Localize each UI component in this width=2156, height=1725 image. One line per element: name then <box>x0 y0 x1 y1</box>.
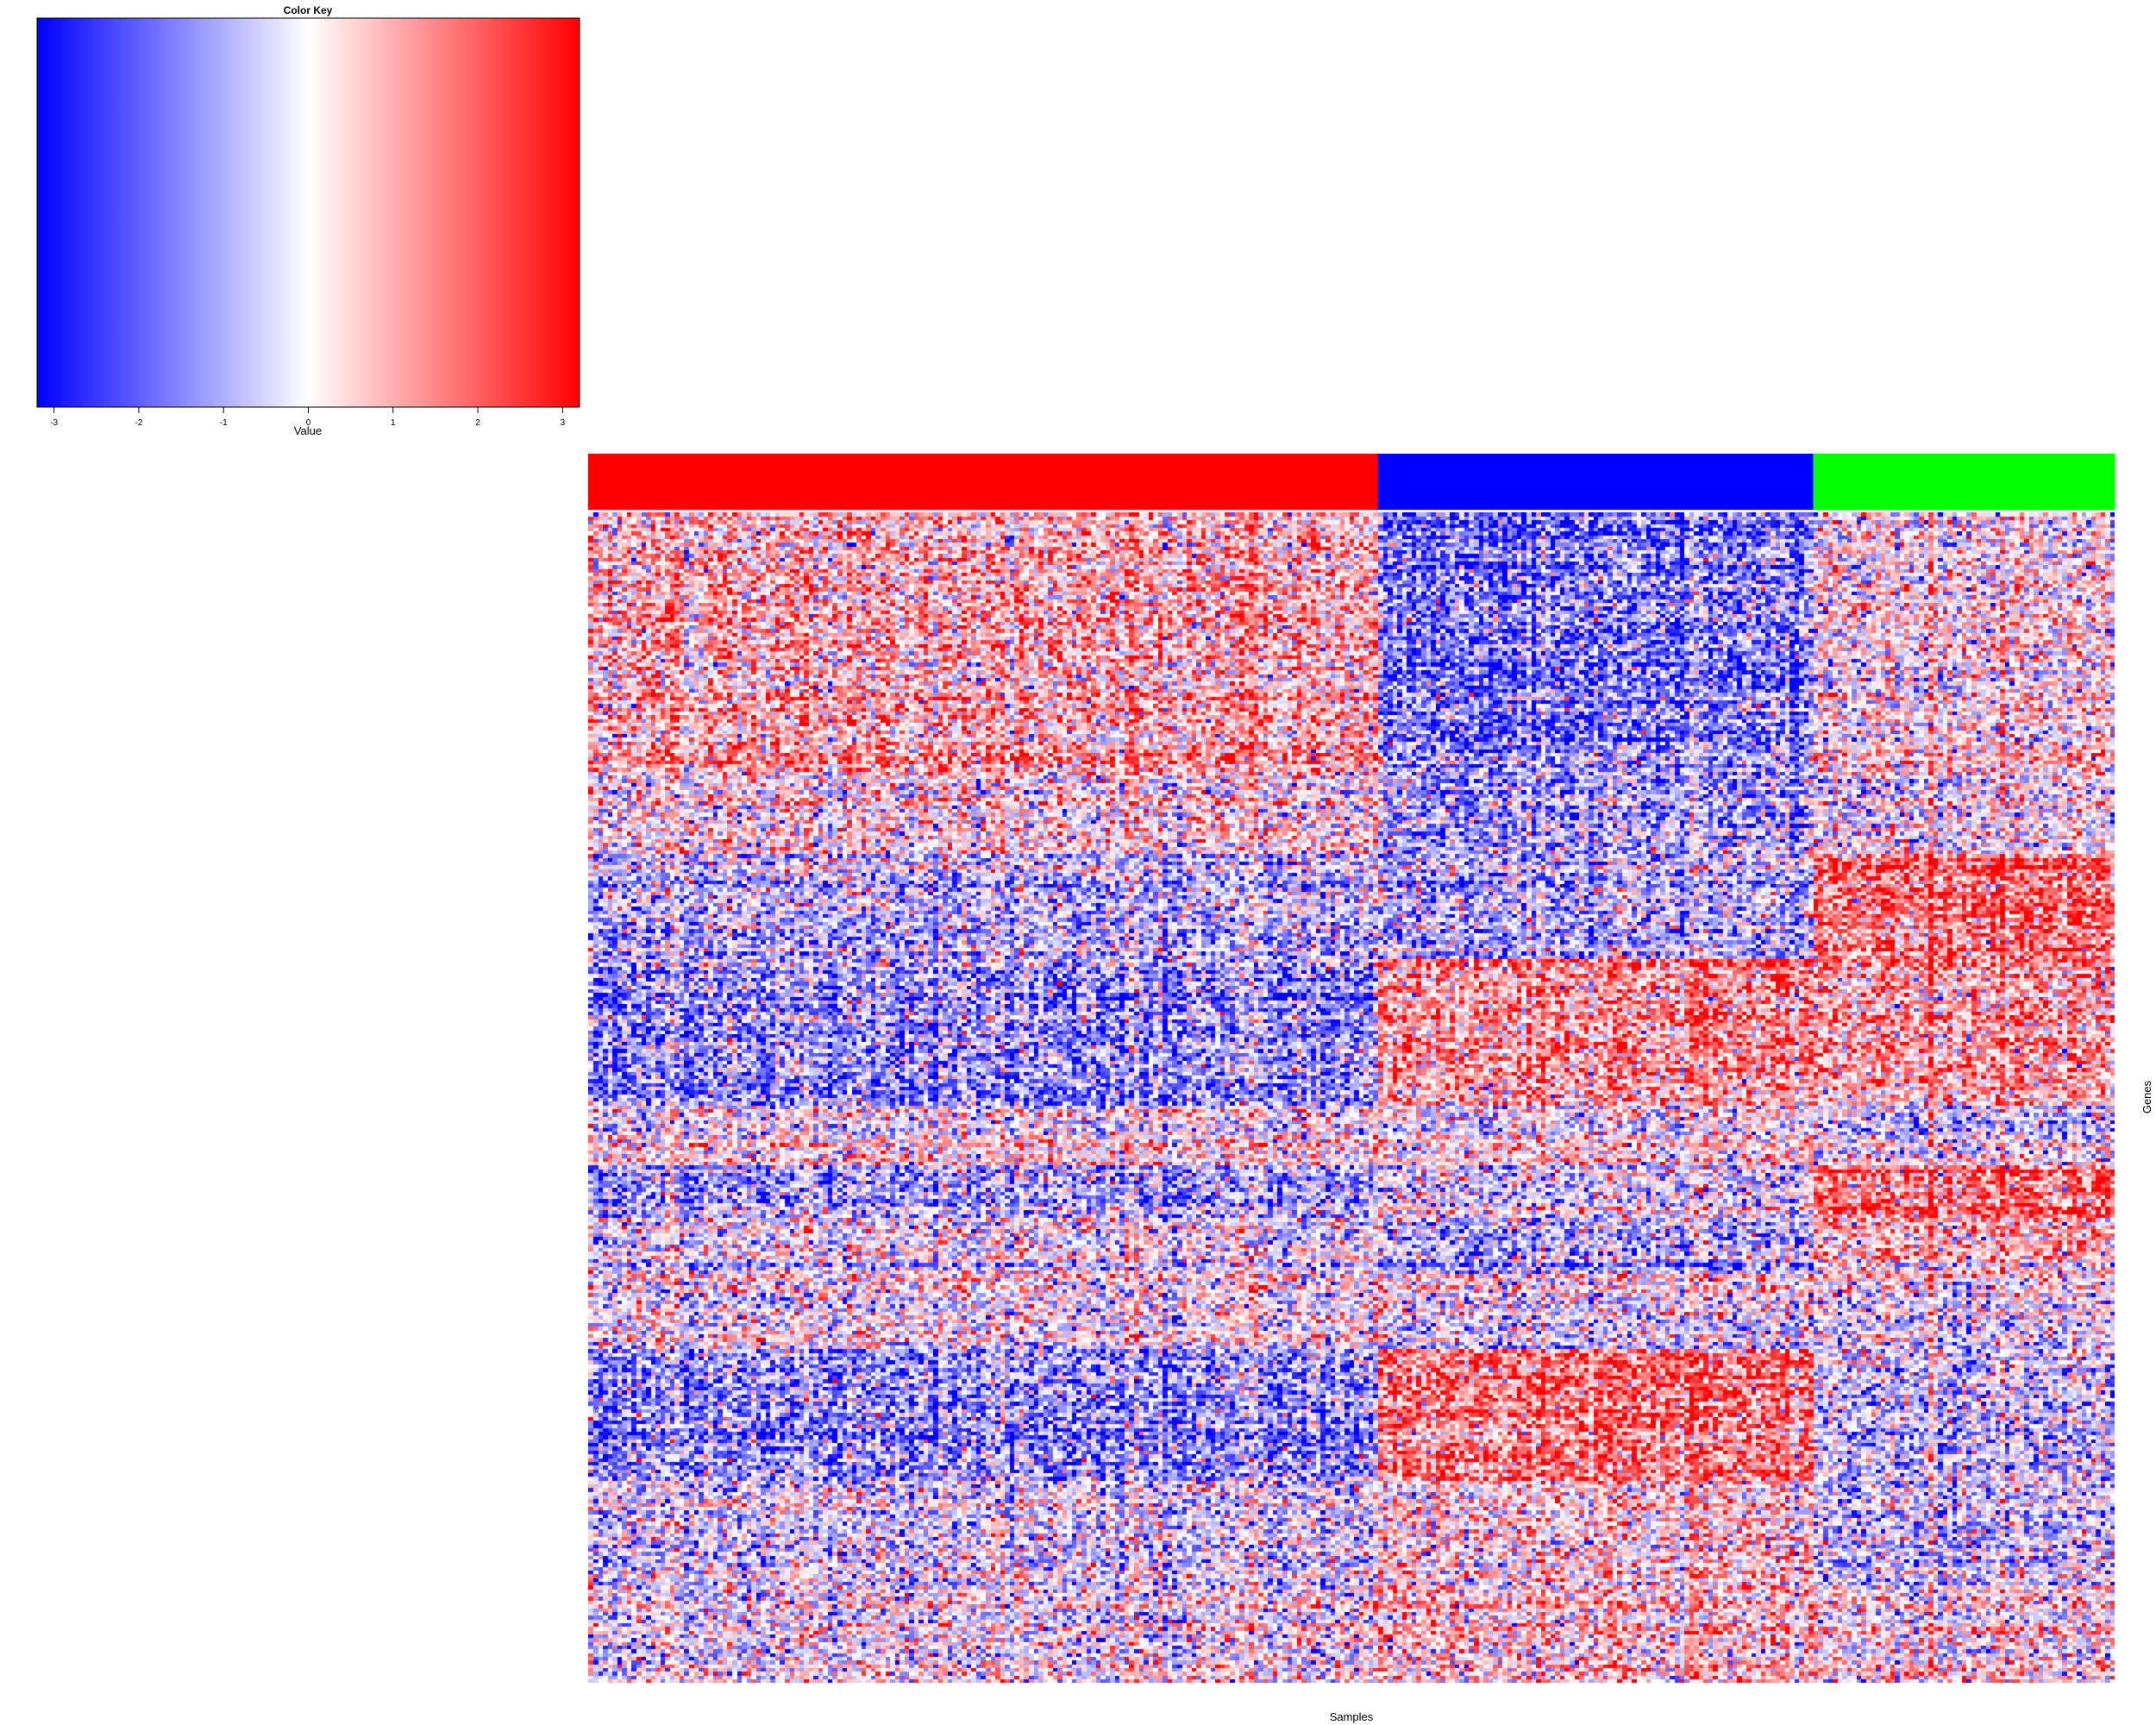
sample-group-group-red <box>588 454 1379 510</box>
color-key-tick-label: -1 <box>220 418 228 428</box>
heatmap-matrix <box>588 512 2115 1683</box>
color-key-tick-label: 0 <box>306 418 311 428</box>
color-key-tick-label: -3 <box>50 418 58 428</box>
sample-group-bar <box>588 454 2115 510</box>
x-axis-label: Samples <box>1330 1710 1374 1723</box>
color-key: Color Key -3 -2 -1 0 1 2 3 Value <box>36 4 580 437</box>
color-key-bar <box>36 17 580 408</box>
sample-group-group-blue <box>1377 454 1814 510</box>
color-key-ticks: -3 -2 -1 0 1 2 3 <box>50 407 566 428</box>
color-key-tick-label: 3 <box>561 418 566 428</box>
sample-group-group-green <box>1813 454 2115 510</box>
y-axis-label: Genes <box>2140 1080 2153 1113</box>
color-key-tick-label: 2 <box>475 418 480 428</box>
color-key-xlabel: Value <box>294 424 322 437</box>
color-key-tick-label: 1 <box>391 418 396 428</box>
color-key-tick-label: -2 <box>135 418 142 428</box>
color-key-title: Color Key <box>284 4 333 16</box>
